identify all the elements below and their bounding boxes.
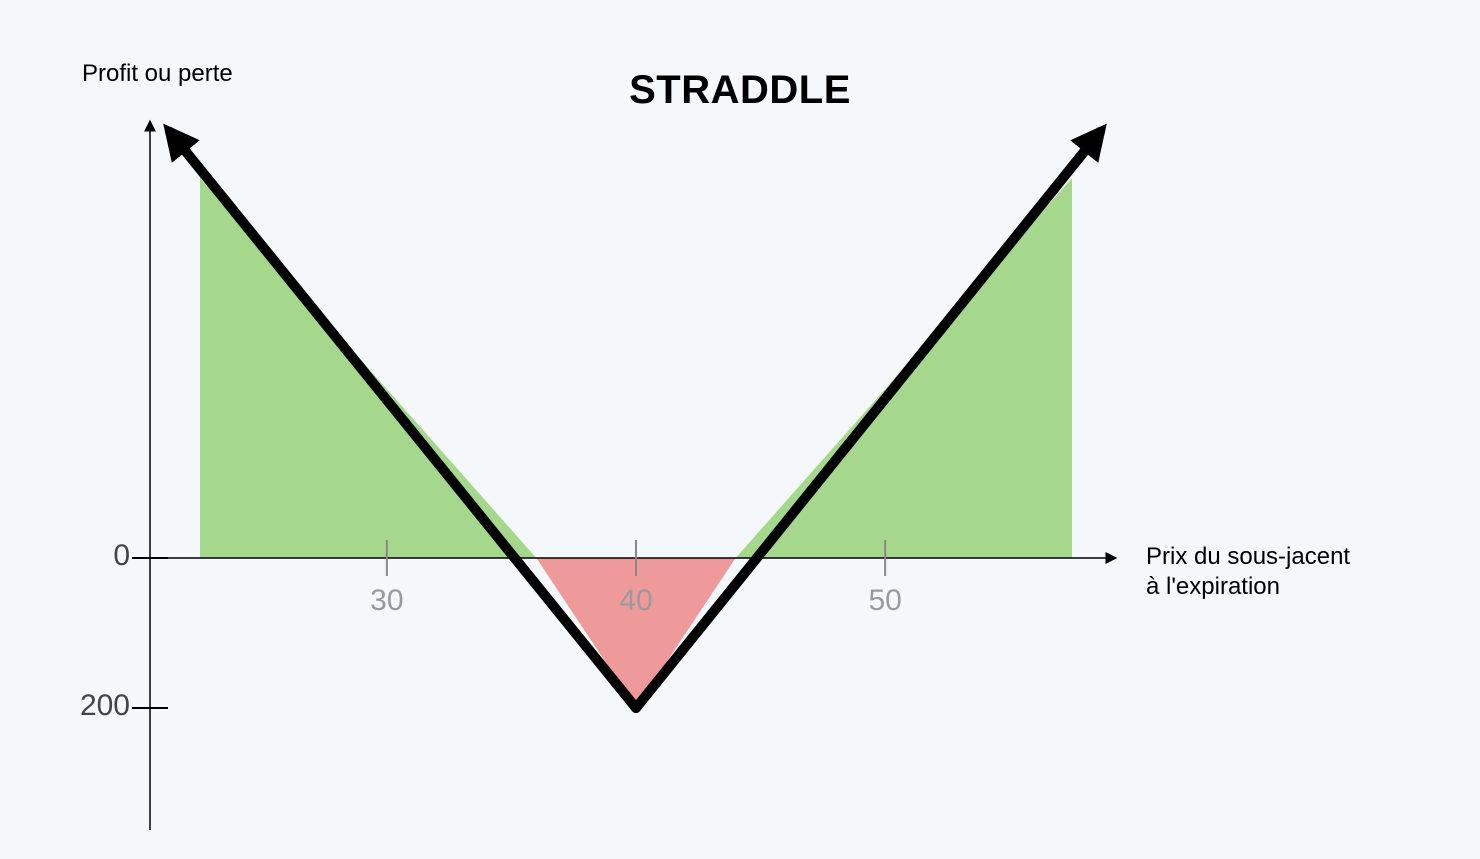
- loss-region: [536, 558, 735, 708]
- straddle-chart: STRADDLE Profit ou perte Prix du sous-ja…: [0, 0, 1480, 859]
- x-tick-label: 40: [596, 584, 676, 618]
- x-tick-label: 30: [347, 584, 427, 618]
- y-tick-label: 200: [40, 689, 130, 723]
- x-tick-label: 50: [845, 584, 925, 618]
- chart-svg: [0, 0, 1480, 859]
- y-tick-label: 0: [40, 539, 130, 573]
